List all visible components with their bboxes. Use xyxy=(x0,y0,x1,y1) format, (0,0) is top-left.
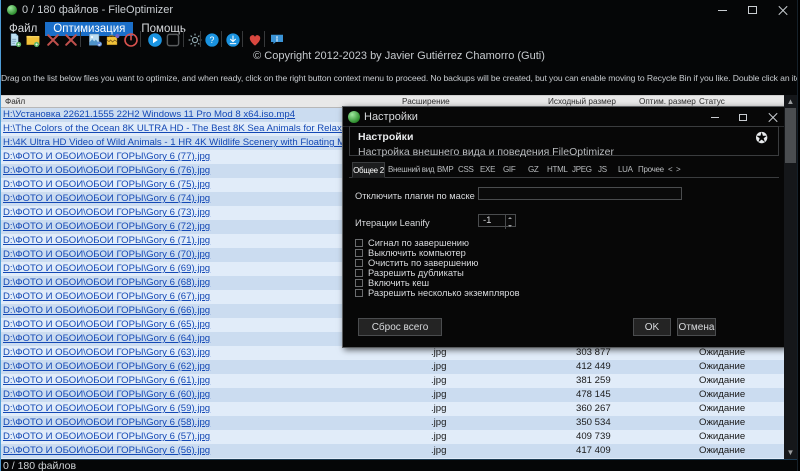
svg-text:?: ? xyxy=(210,35,215,45)
